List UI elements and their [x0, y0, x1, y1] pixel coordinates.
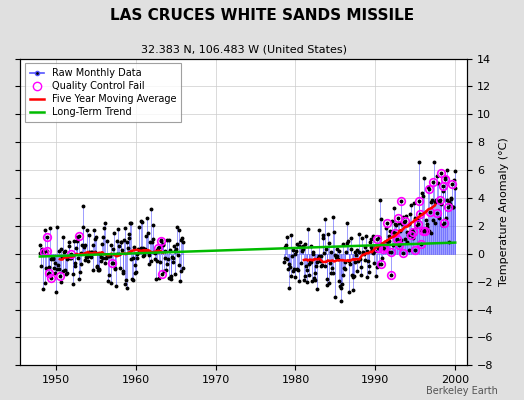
- Text: Berkeley Earth: Berkeley Earth: [426, 386, 498, 396]
- Title: 32.383 N, 106.483 W (United States): 32.383 N, 106.483 W (United States): [140, 45, 346, 55]
- Legend: Raw Monthly Data, Quality Control Fail, Five Year Moving Average, Long-Term Tren: Raw Monthly Data, Quality Control Fail, …: [25, 64, 181, 122]
- Text: LAS CRUCES WHITE SANDS MISSILE: LAS CRUCES WHITE SANDS MISSILE: [110, 8, 414, 23]
- Y-axis label: Temperature Anomaly (°C): Temperature Anomaly (°C): [499, 138, 509, 286]
